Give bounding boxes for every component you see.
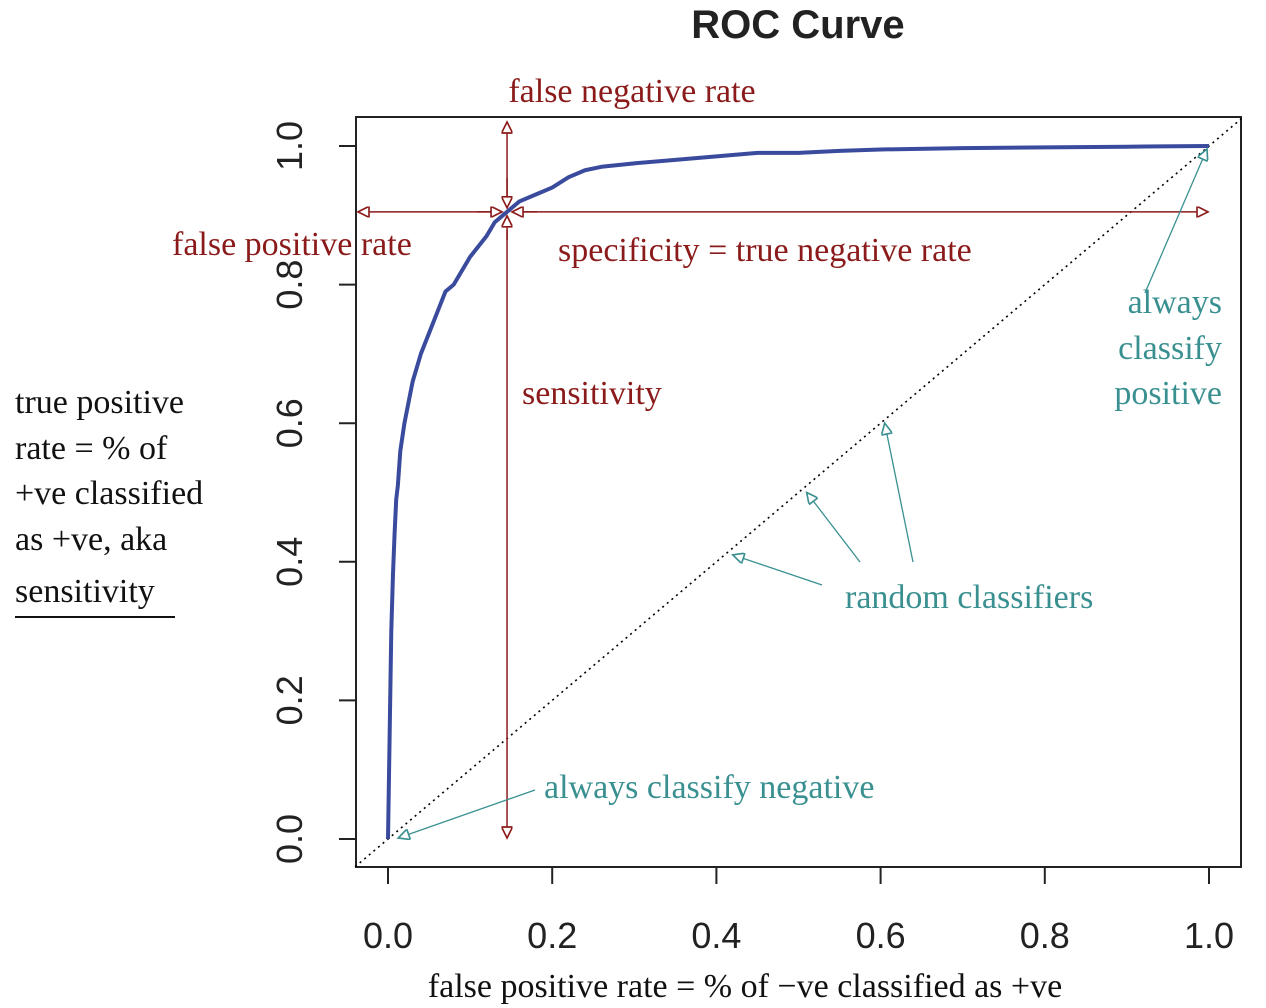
specificity-label: specificity = true negative rate bbox=[558, 232, 972, 269]
x-tick-label: 0.2 bbox=[527, 915, 577, 956]
y-axis-label-line-3: +ve classified bbox=[15, 475, 203, 512]
y-tick-label: 0.0 bbox=[269, 814, 310, 864]
always-positive-label-line-3: positive bbox=[1114, 375, 1222, 412]
y-axis: 0.0 0.2 0.4 0.6 0.8 1.0 bbox=[269, 121, 357, 864]
x-tick-label: 0.8 bbox=[1020, 915, 1070, 956]
y-tick-label: 0.6 bbox=[269, 398, 310, 448]
y-axis-label-line-1: true positive bbox=[15, 384, 184, 421]
y-axis-label-line-5: sensitivity bbox=[15, 573, 155, 610]
always-positive-arrow bbox=[1144, 149, 1207, 294]
y-axis-label-line-4: as +ve, aka bbox=[15, 521, 167, 558]
y-tick-label: 0.2 bbox=[269, 675, 310, 725]
chart-title: ROC Curve bbox=[691, 3, 904, 47]
series-group bbox=[354, 117, 1243, 868]
x-tick-label: 1.0 bbox=[1184, 915, 1234, 956]
roc-curve-line bbox=[386, 144, 1210, 840]
y-tick-label: 0.8 bbox=[269, 260, 310, 310]
x-tick-label: 0.0 bbox=[363, 915, 413, 956]
x-axis-label: false positive rate = % of −ve classifie… bbox=[428, 968, 1062, 1005]
random-classifier-arrow-2 bbox=[807, 493, 861, 563]
classifier-annotations bbox=[398, 149, 1207, 838]
operating-point-annotations bbox=[358, 122, 1208, 838]
always-positive-label-line-1: always bbox=[1128, 284, 1222, 321]
random-classifier-arrow-1 bbox=[733, 555, 823, 586]
y-tick-label: 0.4 bbox=[269, 537, 310, 587]
random-classifiers-label: random classifiers bbox=[845, 579, 1093, 616]
sensitivity-label: sensitivity bbox=[522, 375, 662, 412]
false-positive-rate-label: false positive rate bbox=[172, 226, 412, 263]
x-tick-label: 0.6 bbox=[856, 915, 906, 956]
x-axis: 0.0 0.2 0.4 0.6 0.8 1.0 bbox=[363, 866, 1234, 956]
y-axis-label: true positive rate = % of +ve classified… bbox=[15, 384, 203, 618]
x-tick-label: 0.4 bbox=[691, 915, 741, 956]
y-axis-label-line-2: rate = % of bbox=[15, 430, 168, 467]
random-classifier-diagonal bbox=[354, 117, 1243, 868]
random-classifier-arrow-3 bbox=[885, 423, 914, 563]
always-negative-label: always classify negative bbox=[544, 769, 874, 806]
false-negative-rate-label: false negative rate bbox=[508, 73, 755, 110]
always-negative-arrow bbox=[398, 789, 536, 838]
always-positive-label-line-2: classify bbox=[1118, 330, 1222, 367]
y-tick-label: 1.0 bbox=[269, 121, 310, 171]
